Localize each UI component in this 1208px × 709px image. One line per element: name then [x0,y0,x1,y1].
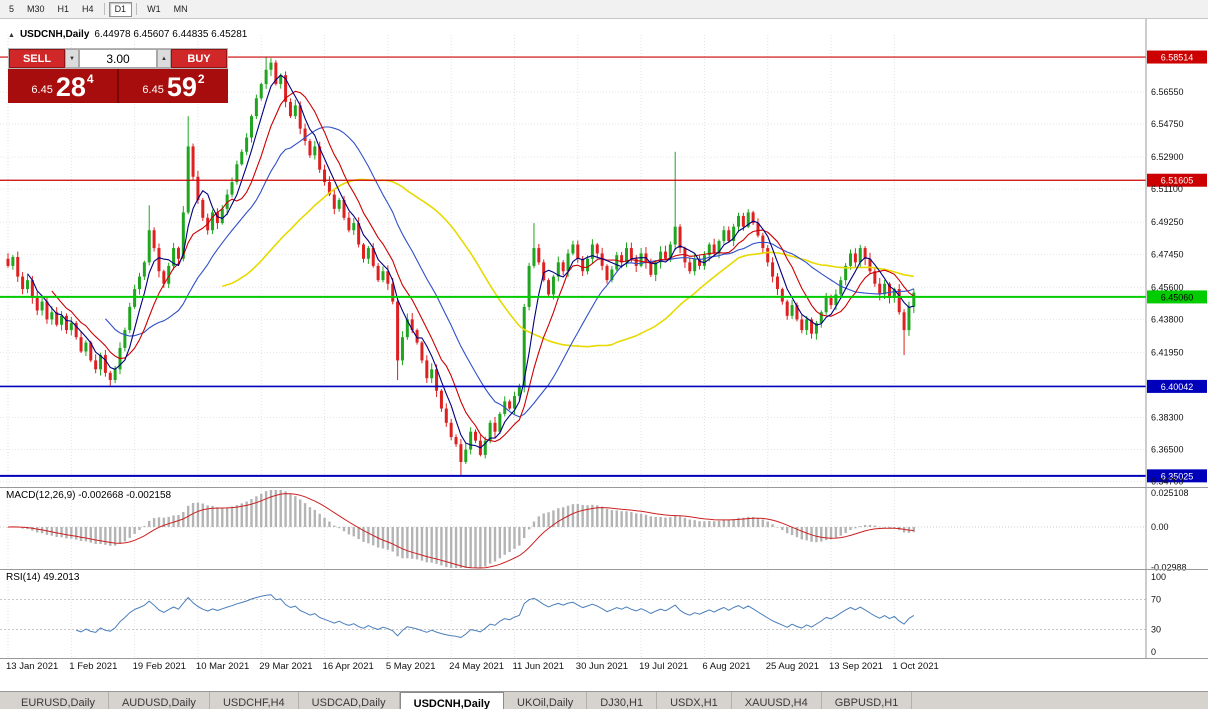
timeframe-m30[interactable]: M30 [21,2,51,17]
axes-layer: 13 Jan 2021 1 Feb 2021 19 Feb 2021 10 Mar 2… [0,19,1208,672]
timeframe-h1[interactable]: H1 [52,2,76,17]
svg-text:6.51100: 6.51100 [1151,184,1183,194]
svg-text:6.43800: 6.43800 [1151,314,1184,324]
volume-up-button[interactable]: ▲ [157,49,171,68]
svg-text:6.56550: 6.56550 [1151,87,1184,97]
ohlc-values: 6.44978 6.45607 6.44835 6.45281 [94,29,248,40]
ask-price-small: 6.45 [142,84,164,96]
svg-text:6.45060: 6.45060 [1161,292,1194,302]
price-badge [1147,469,1207,483]
chart-tab-dj30-h1[interactable]: DJ30,H1 [587,692,658,709]
chart-tab-audusd-daily[interactable]: AUDUSD,Daily [109,692,210,709]
sell-button[interactable]: SELL [9,49,65,68]
svg-text:6 Aug 2021: 6 Aug 2021 [702,661,750,672]
chart-title: ▲ USDCNH,Daily 6.44978 6.45607 6.44835 6… [8,29,247,40]
chart-tab-xauusd-h4[interactable]: XAUUSD,H4 [732,692,822,709]
svg-text:6.51605: 6.51605 [1161,176,1194,186]
timeframe-mn[interactable]: MN [168,2,194,17]
toolbar-separator [103,3,105,15]
ask-price-big: 59 [166,72,197,102]
svg-text:19 Feb 2021: 19 Feb 2021 [133,661,186,672]
chart-tab-usdx-h1[interactable]: USDX,H1 [657,692,732,709]
svg-text:30 Jun 2021: 30 Jun 2021 [576,661,628,672]
svg-text:13 Jan 2021: 13 Jan 2021 [6,661,58,672]
chart-tab-usdchf-h4[interactable]: USDCHF,H4 [210,692,299,709]
price-badge [1147,50,1207,64]
trade-controls-row: SELL ▼ ▲ BUY [8,48,228,69]
level-lines-layer: 6.58514 6.51605 6.45060 6.40042 6.35025 [0,50,1207,483]
svg-text:6.47450: 6.47450 [1151,249,1184,259]
macd-layer [0,490,1146,569]
svg-text:6.40042: 6.40042 [1161,382,1194,392]
svg-text:5 May 2021: 5 May 2021 [386,661,436,672]
svg-text:-0.02988: -0.02988 [1151,562,1187,572]
svg-text:6.38300: 6.38300 [1151,412,1184,422]
chart-window: 6.58514 6.51605 6.45060 6.40042 6.35025 13 Ja… [0,19,1208,691]
ask-price[interactable]: 6.45 59 2 [119,69,228,103]
svg-text:11 Jun 2021: 11 Jun 2021 [512,661,564,672]
timeframe-toolbar: 5 M30 H1 H4 D1 W1 MN [0,0,1208,19]
timeframe-5[interactable]: 5 [3,2,20,17]
rsi-layer [0,594,1146,638]
svg-text:0: 0 [1151,647,1156,657]
chart-tab-gbpusd-h1[interactable]: GBPUSD,H1 [822,692,913,709]
svg-text:13 Sep 2021: 13 Sep 2021 [829,661,883,672]
svg-text:6.41950: 6.41950 [1151,347,1184,357]
macd-values: -0.002668 -0.002158 [78,490,172,501]
svg-text:1 Oct 2021: 1 Oct 2021 [892,661,938,672]
svg-text:30: 30 [1151,625,1161,635]
timeframe-h4[interactable]: H4 [76,2,100,17]
svg-text:16 Apr 2021: 16 Apr 2021 [323,661,374,672]
toolbar-separator [136,3,138,15]
rsi-indicator-label: RSI(14) 49.2013 [6,572,79,583]
chart-tab-usdcnh-daily[interactable]: USDCNH,Daily [399,692,505,709]
svg-text:6.34700: 6.34700 [1151,477,1184,487]
ask-price-sup: 2 [197,72,205,86]
chart-tabs-bar: EURUSD,Daily AUDUSD,Daily USDCHF,H4 USDCAD,… [0,691,1208,709]
symbol-label: USDCNH,Daily [19,29,90,40]
bid-price[interactable]: 6.45 28 4 [8,69,117,103]
rsi-title-text: RSI(14) [6,572,41,583]
price-badge [1147,173,1207,187]
bid-price-big: 28 [55,72,86,102]
svg-text:25 Aug 2021: 25 Aug 2021 [766,661,819,672]
macd-title-text: MACD(12,26,9) [6,490,76,501]
svg-text:6.52900: 6.52900 [1151,152,1184,162]
svg-text:10 Mar 2021: 10 Mar 2021 [196,661,249,672]
moving-averages-layer [27,74,915,449]
svg-text:6.45600: 6.45600 [1151,282,1184,292]
svg-text:0.025108: 0.025108 [1151,488,1189,498]
svg-text:6.58514: 6.58514 [1161,53,1194,63]
svg-text:29 Mar 2021: 29 Mar 2021 [259,661,312,672]
rsi-value: 49.2013 [43,572,80,583]
collapse-panel-icon[interactable]: ▲ [8,32,15,39]
svg-text:100: 100 [1151,572,1166,582]
buy-button[interactable]: BUY [171,49,227,68]
bid-ask-row: 6.45 28 4 6.45 59 2 [8,69,228,103]
chart-tab-eurusd-daily[interactable]: EURUSD,Daily [8,692,109,709]
svg-text:6.49250: 6.49250 [1151,217,1184,227]
svg-text:6.36500: 6.36500 [1151,445,1184,455]
bid-price-small: 6.45 [31,84,53,96]
svg-text:70: 70 [1151,595,1161,605]
volume-input[interactable] [79,49,157,68]
svg-text:19 Jul 2021: 19 Jul 2021 [639,661,688,672]
svg-text:24 May 2021: 24 May 2021 [449,661,504,672]
chart-tab-ukoil-daily[interactable]: UKOil,Daily [504,692,588,709]
timeframe-d1[interactable]: D1 [108,1,133,17]
price-badge [1147,379,1207,393]
price-badge [1147,290,1207,304]
svg-text:1 Feb 2021: 1 Feb 2021 [69,661,117,672]
chart-tab-usdcad-daily[interactable]: USDCAD,Daily [299,692,400,709]
svg-text:6.35025: 6.35025 [1161,471,1194,481]
svg-text:6.54750: 6.54750 [1151,119,1184,129]
volume-down-button[interactable]: ▼ [65,49,79,68]
bid-price-sup: 4 [86,72,94,86]
svg-text:0.00: 0.00 [1151,522,1169,532]
timeframe-w1[interactable]: W1 [141,2,167,17]
macd-indicator-label: MACD(12,26,9) -0.002668 -0.002158 [6,490,171,501]
